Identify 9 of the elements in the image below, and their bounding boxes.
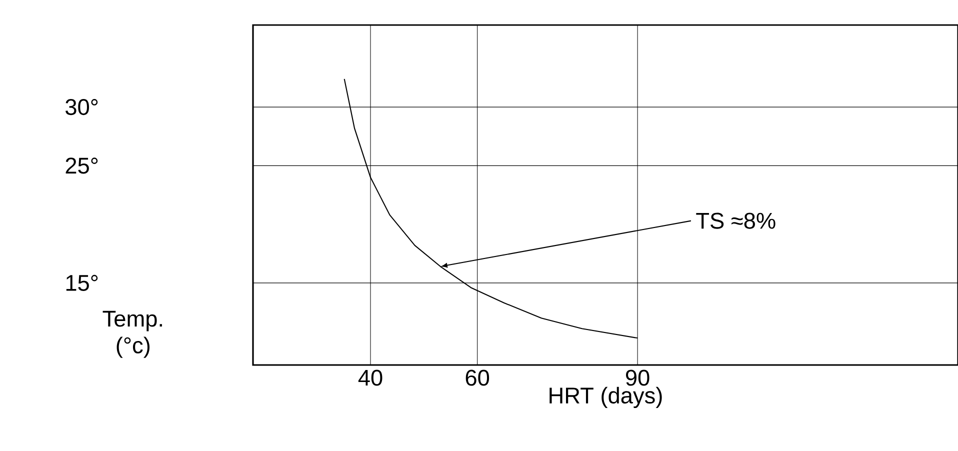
x-tick-label: 60 <box>466 370 490 386</box>
y-tick-label: 25° <box>66 158 98 174</box>
y-tick-label: 15° <box>66 274 98 291</box>
annotation: TS ≈8% <box>696 212 776 229</box>
x-axis-title: HRT (days) <box>550 386 662 408</box>
y-tick-label: 30° <box>66 99 98 116</box>
x-tick-label: 40 <box>358 370 382 386</box>
x-tick-label: 90 <box>626 370 650 386</box>
y-axis-title: Temp. (°c) <box>102 310 162 358</box>
